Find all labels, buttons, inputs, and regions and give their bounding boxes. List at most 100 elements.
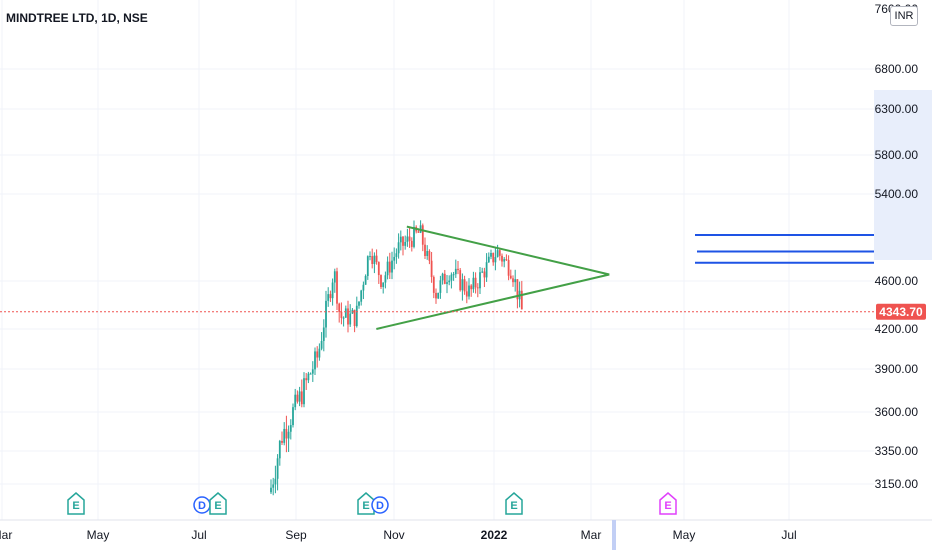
price-tick-label: 6800.00 bbox=[875, 62, 919, 76]
candle-body bbox=[318, 348, 321, 358]
candle-body bbox=[355, 305, 358, 327]
price-tick-label: 5800.00 bbox=[875, 148, 919, 162]
candle-body bbox=[446, 282, 448, 284]
earnings-marker[interactable]: E bbox=[67, 492, 85, 515]
candle-body bbox=[373, 255, 376, 264]
candle-body bbox=[320, 340, 323, 349]
candle-body bbox=[490, 252, 492, 257]
time-tick-label: 2022 bbox=[481, 528, 508, 542]
candle-body bbox=[307, 373, 310, 381]
candle-body bbox=[283, 428, 286, 443]
candle-body bbox=[311, 369, 314, 374]
price-tick-label: 3900.00 bbox=[875, 362, 919, 376]
chart-grid bbox=[0, 0, 874, 520]
candle-body bbox=[274, 478, 277, 485]
candle-body bbox=[448, 280, 451, 283]
svg-text:E: E bbox=[664, 500, 671, 512]
candle-body bbox=[410, 240, 413, 247]
candle-body bbox=[369, 256, 371, 258]
candle-body bbox=[393, 256, 396, 261]
candle-body bbox=[439, 280, 442, 293]
candle-body bbox=[375, 255, 378, 263]
candle-body bbox=[305, 378, 308, 381]
candle-body bbox=[402, 236, 404, 246]
time-tick-label: Jul bbox=[191, 528, 206, 542]
earnings-marker[interactable]: E bbox=[659, 492, 677, 515]
candle-body bbox=[483, 271, 486, 278]
candle-body bbox=[426, 250, 429, 256]
candle-body bbox=[272, 484, 275, 488]
candle-body bbox=[404, 241, 407, 246]
dividend-marker[interactable]: D bbox=[193, 496, 211, 514]
candle-body bbox=[459, 270, 462, 291]
candle-body bbox=[509, 275, 512, 279]
candle-body bbox=[452, 274, 455, 276]
candle-body bbox=[388, 261, 391, 273]
candle-body bbox=[474, 277, 477, 288]
candle-body bbox=[468, 285, 470, 297]
candle-body bbox=[487, 256, 490, 263]
candle-body bbox=[395, 253, 398, 257]
price-tick-label: 3600.00 bbox=[875, 405, 919, 419]
trendline[interactable] bbox=[406, 225, 610, 276]
time-tick-label: May bbox=[87, 528, 110, 542]
time-axis[interactable]: Mar May Jul Sep Nov 2022 Mar May Jul bbox=[0, 528, 797, 542]
candle-body bbox=[397, 242, 400, 254]
candle-body bbox=[450, 274, 453, 281]
candle-body bbox=[289, 425, 292, 432]
candle-body bbox=[437, 292, 440, 299]
candle-body bbox=[314, 351, 316, 370]
price-tick-label: 3150.00 bbox=[875, 477, 919, 491]
candle-body bbox=[278, 440, 281, 459]
candle-body bbox=[384, 275, 387, 283]
candle-body bbox=[501, 255, 503, 262]
candle-body bbox=[327, 294, 330, 301]
candle-body bbox=[417, 231, 420, 233]
trendline[interactable] bbox=[376, 273, 610, 330]
earnings-marker[interactable]: E bbox=[505, 492, 523, 515]
candle-body bbox=[287, 431, 290, 439]
candle-body bbox=[353, 309, 356, 327]
candle-body bbox=[424, 244, 426, 256]
candle-body bbox=[303, 378, 305, 405]
dividend-marker[interactable]: D bbox=[371, 496, 389, 514]
candle-body bbox=[505, 259, 508, 261]
candle-body bbox=[344, 308, 347, 318]
earnings-marker[interactable]: E bbox=[209, 492, 227, 515]
candle-body bbox=[443, 273, 446, 284]
candle-body bbox=[516, 279, 519, 300]
candle-body bbox=[349, 313, 352, 325]
candle-body bbox=[496, 250, 499, 258]
candle-body bbox=[325, 300, 327, 328]
candle-body bbox=[520, 290, 523, 310]
candle-body bbox=[360, 290, 363, 302]
candle-body bbox=[377, 262, 380, 276]
candles bbox=[270, 220, 523, 496]
candle-body bbox=[413, 226, 415, 247]
price-tick-label: 4200.00 bbox=[875, 322, 919, 336]
candle-body bbox=[347, 308, 349, 325]
candle-body bbox=[470, 285, 473, 290]
candle-body bbox=[371, 256, 374, 264]
svg-text:E: E bbox=[214, 500, 221, 512]
candle-body bbox=[285, 428, 288, 439]
candle-body bbox=[362, 284, 365, 291]
candle-body bbox=[481, 271, 484, 273]
svg-text:4343.70: 4343.70 bbox=[879, 305, 923, 319]
candle-body bbox=[309, 373, 312, 375]
candle-body bbox=[430, 260, 433, 278]
candle-body bbox=[454, 268, 457, 275]
price-tick-label: 4600.00 bbox=[875, 274, 919, 288]
candle-body bbox=[432, 277, 435, 293]
svg-text:E: E bbox=[72, 500, 79, 512]
candle-body bbox=[364, 275, 367, 285]
candle-body bbox=[294, 394, 297, 408]
candle-body bbox=[494, 257, 497, 263]
drawings[interactable] bbox=[376, 225, 610, 330]
last-price-label: 4343.70 bbox=[876, 303, 926, 320]
candle-body bbox=[386, 261, 389, 276]
time-axis-highlight bbox=[612, 520, 616, 550]
currency-button[interactable]: INR bbox=[890, 6, 918, 26]
